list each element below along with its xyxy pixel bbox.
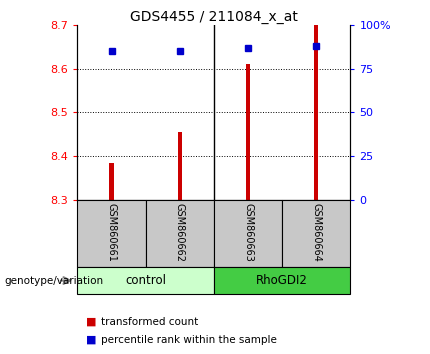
Bar xyxy=(146,200,214,267)
Text: genotype/variation: genotype/variation xyxy=(4,275,104,286)
Bar xyxy=(282,200,350,267)
Text: control: control xyxy=(125,274,166,287)
Title: GDS4455 / 211084_x_at: GDS4455 / 211084_x_at xyxy=(130,10,298,24)
Bar xyxy=(110,163,114,200)
Bar xyxy=(214,200,282,267)
Text: RhoGDI2: RhoGDI2 xyxy=(256,274,308,287)
Bar xyxy=(178,132,182,200)
Text: GSM860664: GSM860664 xyxy=(311,203,321,262)
Text: GSM860662: GSM860662 xyxy=(175,203,185,262)
Text: ■: ■ xyxy=(86,335,96,345)
Bar xyxy=(246,64,250,200)
Text: GSM860663: GSM860663 xyxy=(243,203,253,262)
Bar xyxy=(77,200,146,267)
Bar xyxy=(77,267,214,294)
Bar xyxy=(214,267,350,294)
Text: GSM860661: GSM860661 xyxy=(107,203,117,262)
Text: percentile rank within the sample: percentile rank within the sample xyxy=(101,335,277,345)
Text: ■: ■ xyxy=(86,317,96,327)
Bar xyxy=(314,25,318,200)
Text: transformed count: transformed count xyxy=(101,317,198,327)
